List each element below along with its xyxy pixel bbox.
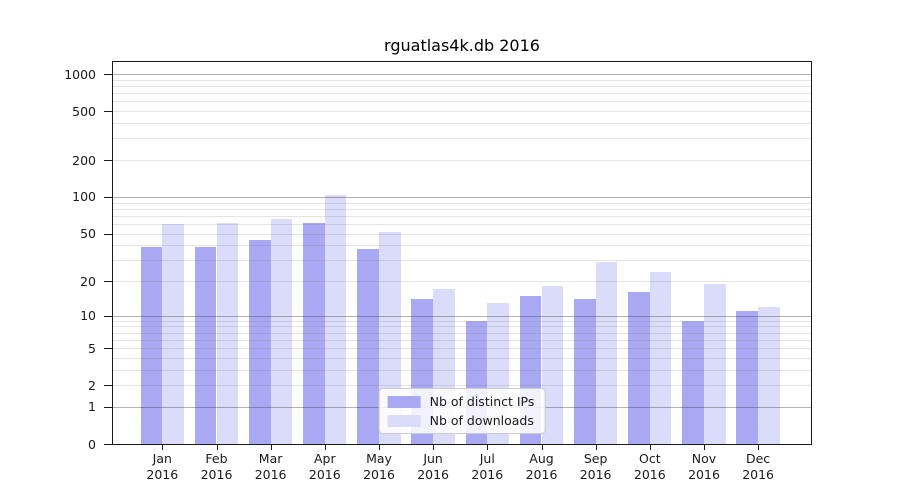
y-tick-mark: [104, 160, 112, 161]
bar-downloads-nov: [704, 283, 726, 444]
x-tick-label: Mar 2016: [254, 451, 287, 482]
bar-downloads-dec: [758, 306, 780, 444]
gridline-minor: [113, 160, 811, 161]
y-tick-label: 50: [80, 226, 96, 241]
plot-area: Nb of distinct IPs Nb of downloads: [112, 61, 812, 445]
y-tick-mark: [104, 196, 112, 198]
gridline-major: [113, 196, 811, 198]
bar-distinct-ips-oct: [628, 292, 650, 444]
x-tick-label: Oct 2016: [633, 451, 666, 482]
bar-downloads-feb: [216, 223, 239, 444]
bar-downloads-oct: [649, 271, 672, 444]
x-tick-mark: [541, 445, 543, 450]
x-tick-label: Sep 2016: [579, 451, 612, 482]
y-tick-mark: [104, 385, 112, 387]
x-tick-mark: [649, 445, 651, 450]
y-tick-mark: [104, 111, 112, 113]
gridline-minor: [113, 86, 811, 87]
y-tick-mark: [104, 315, 112, 317]
y-tick-mark: [104, 348, 112, 350]
y-tick-label: 10: [80, 308, 96, 324]
gridline-minor: [113, 123, 811, 124]
y-tick-label: 0: [88, 436, 96, 452]
legend: Nb of distinct IPs Nb of downloads: [378, 388, 546, 434]
gridline-minor: [113, 101, 811, 103]
x-tick-mark: [758, 445, 760, 450]
bar-downloads-mar: [270, 218, 293, 444]
legend-label-downloads: Nb of downloads: [429, 413, 534, 428]
legend-entry-downloads: Nb of downloads: [387, 413, 535, 428]
legend-swatch-downloads: [387, 414, 421, 427]
y-tick-label: 200: [72, 152, 96, 168]
legend-entry-distinct-ips: Nb of distinct IPs: [387, 394, 535, 409]
gridline-minor: [113, 93, 811, 95]
x-tick-label: Nov 2016: [688, 451, 720, 482]
x-tick-mark: [324, 445, 326, 450]
y-tick-mark: [104, 444, 112, 445]
y-tick-label: 100: [72, 189, 96, 205]
gridline-minor: [113, 215, 811, 217]
x-tick-label: Feb 2016: [200, 451, 233, 482]
x-tick-label: Aug 2016: [525, 451, 558, 482]
gridline-minor: [113, 138, 811, 140]
y-tick-label: 1000: [64, 66, 96, 82]
gridline-minor: [113, 202, 811, 204]
y-tick-label: 20: [80, 273, 96, 289]
bar-distinct-ips-nov: [682, 320, 704, 444]
bar-downloads-aug: [541, 286, 564, 444]
y-tick-mark: [104, 406, 112, 408]
y-tick-label: 1: [88, 399, 96, 415]
legend-swatch-distinct-ips: [387, 395, 421, 408]
y-tick-mark: [104, 233, 112, 235]
x-tick-mark: [704, 445, 705, 450]
legend-label-distinct-ips: Nb of distinct IPs: [429, 394, 535, 409]
gridline-minor: [113, 79, 811, 81]
x-tick-mark: [595, 445, 597, 450]
bar-distinct-ips-feb: [194, 246, 217, 444]
x-tick-label: May 2016: [363, 451, 395, 482]
y-tick-mark: [104, 74, 112, 75]
bar-distinct-ips-dec: [736, 310, 759, 444]
bar-distinct-ips-sep: [573, 299, 596, 444]
bar-distinct-ips-may: [357, 249, 379, 444]
bar-downloads-jan: [162, 223, 184, 444]
y-tick-mark: [104, 281, 112, 282]
gridline-minor: [113, 111, 811, 113]
x-tick-label: Apr 2016: [308, 451, 341, 482]
y-tick-label: 5: [88, 340, 96, 356]
gridline-minor: [113, 208, 811, 210]
x-tick-mark: [216, 445, 218, 450]
bar-downloads-sep: [595, 261, 618, 444]
x-tick-label: Dec 2016: [742, 451, 774, 482]
x-tick-mark: [379, 445, 380, 450]
x-tick-label: Jul 2016: [471, 451, 504, 482]
x-tick-label: Jan 2016: [146, 451, 179, 482]
y-tick-label: 500: [72, 103, 96, 119]
y-tick-label: 2: [88, 377, 96, 393]
bar-distinct-ips-jan: [140, 246, 163, 444]
gridline-major: [113, 74, 811, 75]
bar-distinct-ips-mar: [248, 240, 271, 444]
bar-downloads-apr: [324, 195, 347, 444]
bar-distinct-ips-apr: [303, 223, 325, 444]
x-tick-mark: [270, 445, 272, 450]
x-tick-mark: [487, 445, 489, 450]
chart-title: rguatlas4k.db 2016: [384, 36, 540, 55]
x-tick-label: Jun 2016: [417, 451, 449, 482]
x-tick-mark: [162, 445, 164, 450]
x-tick-mark: [433, 445, 435, 450]
